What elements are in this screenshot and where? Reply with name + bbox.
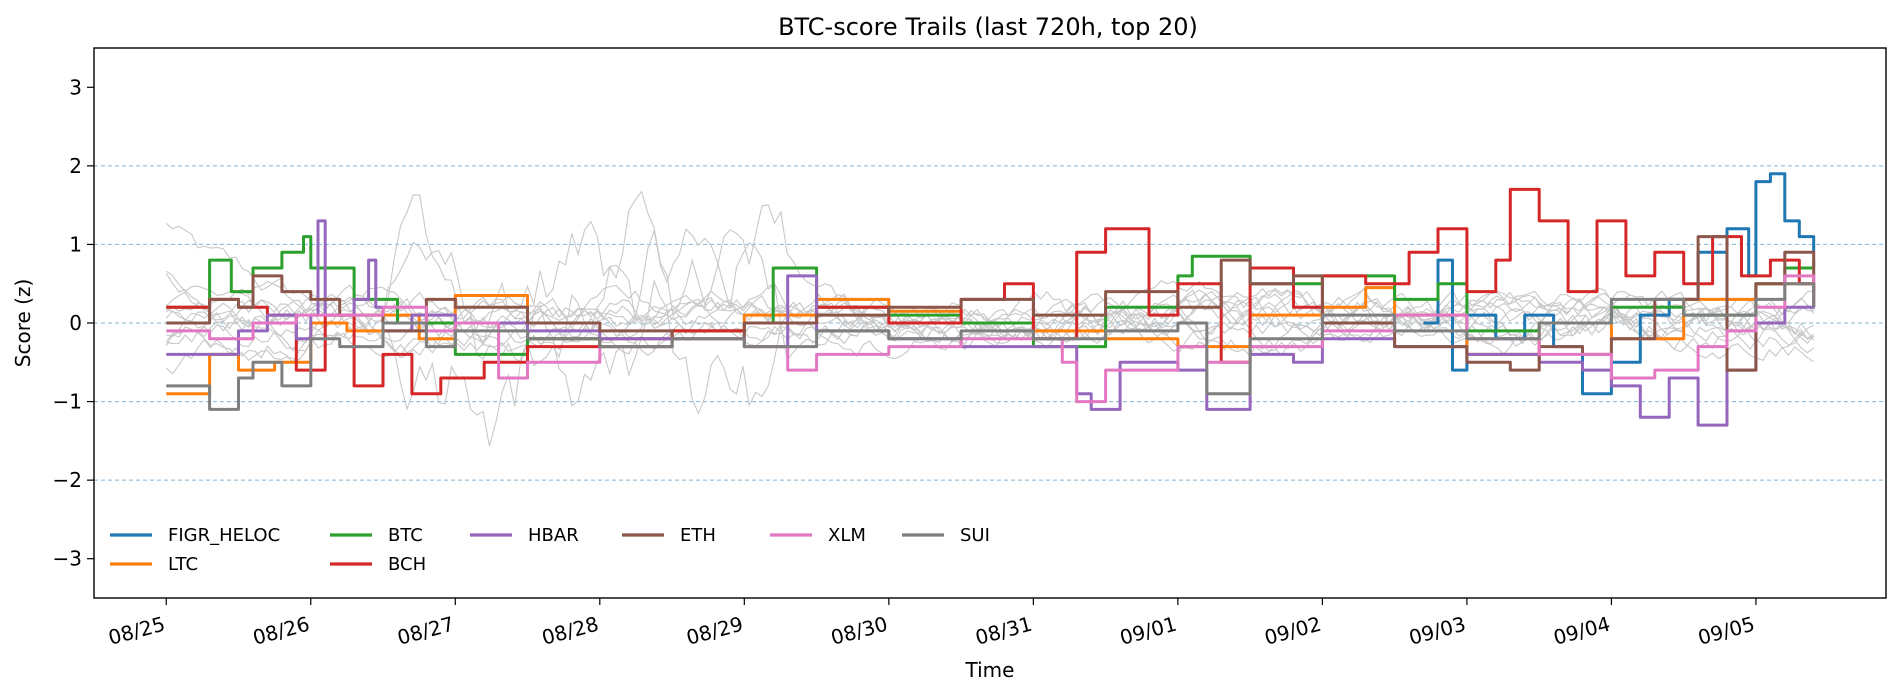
y-tick-label: 3 [69,75,82,99]
legend-label: HBAR [528,525,579,546]
legend-label: LTC [168,554,198,575]
y-tick-label: −3 [53,547,82,571]
y-tick-label: 2 [69,154,82,178]
background-trail [166,194,1814,415]
background-trail [165,294,1815,362]
legend-label: BCH [388,554,426,575]
legend-label: ETH [680,525,716,546]
legend-label: SUI [960,525,990,546]
background-trail [165,284,1814,347]
legend-label: XLM [828,525,866,546]
series-line-bch [166,187,1816,396]
background-trail [166,289,1814,363]
y-tick-label: 0 [69,311,82,335]
legend-label: BTC [388,525,423,546]
plot-area [94,165,1886,481]
y-tick-label: −2 [53,468,82,492]
x-axis-label: Time [965,658,1015,682]
chart-title: BTC-score Trails (last 720h, top 20) [778,13,1198,41]
y-axis: −3 −2 −1 0 1 2 3 [53,75,94,571]
y-tick-label: −1 [53,390,82,414]
legend: FIGR_HELOC LTC BTC BCH HBAR ETH XLM SUI [110,525,990,575]
legend-label: FIGR_HELOC [168,525,280,546]
series-line-eth [166,235,1816,372]
y-tick-label: 1 [69,232,82,256]
y-axis-label: Score (z) [11,279,35,367]
series-line-sui [166,282,1816,411]
